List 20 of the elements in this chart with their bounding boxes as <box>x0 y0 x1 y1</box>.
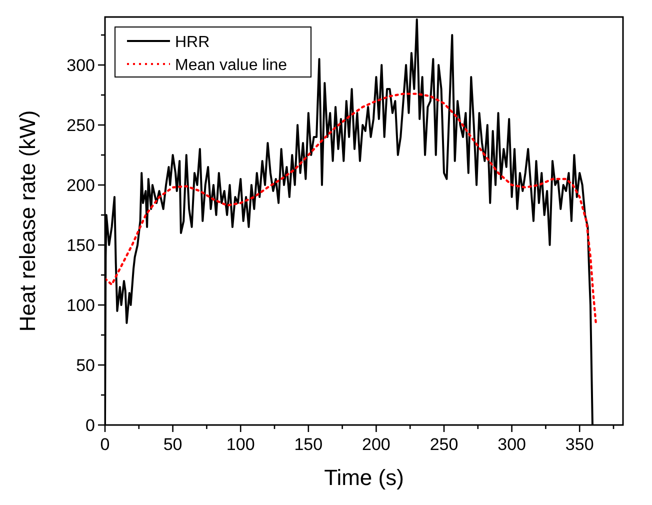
y-tick-label: 250 <box>66 116 95 135</box>
x-tick-label: 100 <box>226 435 255 454</box>
legend-label: Mean value line <box>175 57 288 74</box>
line-series <box>105 92 597 324</box>
x-tick-label: 150 <box>294 435 323 454</box>
y-tick-label: 300 <box>66 56 95 75</box>
x-tick-label: 300 <box>498 435 526 454</box>
y-tick-label: 100 <box>66 296 95 315</box>
y-tick-label: 150 <box>66 236 95 255</box>
y-tick-label: 0 <box>86 416 95 435</box>
y-axis-title: Heat release rate (kW) <box>15 110 40 332</box>
x-tick-label: 0 <box>100 435 110 454</box>
x-tick-label: 250 <box>430 435 458 454</box>
x-axis-title: Time (s) <box>324 465 404 490</box>
legend-label: HRR <box>175 34 210 51</box>
x-tick-label: 200 <box>362 435 390 454</box>
x-tick-label: 50 <box>163 435 182 454</box>
y-tick-label: 50 <box>76 356 95 375</box>
x-tick-label: 350 <box>565 435 594 454</box>
y-tick-label: 200 <box>66 176 95 195</box>
